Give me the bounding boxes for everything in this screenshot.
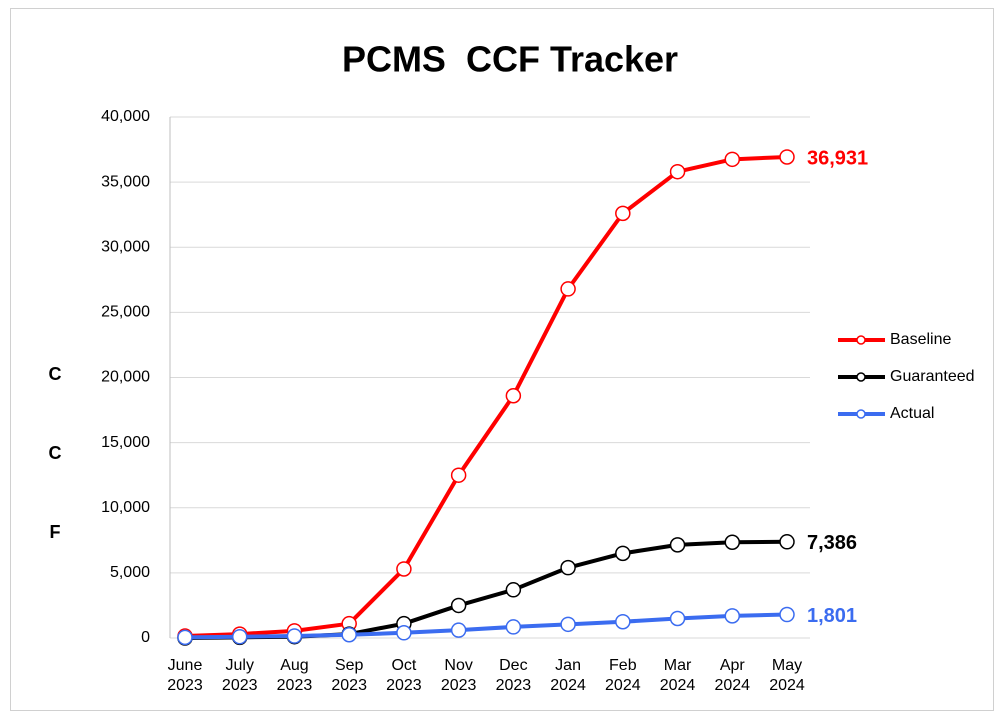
chart-title: PCMS CCF Tracker [342,39,678,80]
data-point [450,597,467,614]
series-line [184,612,788,640]
x-tick-label: Oct 2023 [386,657,422,694]
data-point [669,610,686,627]
y-tick-label: 35,000 [101,173,150,190]
y-tick-label: 15,000 [101,434,150,451]
legend-marker [856,409,866,419]
legend-marker [856,372,866,382]
data-point [177,629,193,646]
data-point [615,545,631,562]
data-point [396,561,412,577]
x-tick-label: Nov 2023 [440,657,477,694]
y-tick-label: 40,000 [101,108,150,125]
data-label: 7,386 [807,532,857,554]
data-point [505,582,522,598]
data-point [779,534,795,550]
x-tick-label: Apr 2024 [714,657,751,694]
data-point [779,606,795,623]
series-line [184,154,788,639]
x-tick-label: July 2023 [221,657,258,694]
data-point [669,537,686,553]
y-tick-label: 0 [141,629,150,646]
data-point [560,616,576,633]
x-tick-label: Sep 2023 [331,657,367,694]
data-label: 36,931 [807,147,868,169]
x-tick-label: Dec 2023 [495,657,532,694]
data-label: 1,801 [807,605,857,627]
legend-label: Actual [890,405,934,422]
data-point [505,387,522,404]
x-tick-label: Feb 2024 [605,657,641,694]
x-tick-label: Aug 2023 [276,657,313,694]
data-point [560,281,576,297]
legend-label: Baseline [890,331,951,348]
x-tick-label: May 2024 [769,657,805,694]
data-point [505,619,522,635]
x-tick-label: June 2023 [167,657,203,694]
data-point [724,608,741,624]
legend-marker [856,335,866,345]
data-point [724,151,741,168]
x-tick-label: Jan 2024 [550,657,586,694]
data-point [341,626,357,643]
data-point [450,622,467,638]
series-line [184,539,788,640]
data-point [231,628,248,645]
data-point [286,628,303,644]
y-axis-label: CCF [48,364,62,542]
data-point [669,163,686,180]
legend-label: Guaranteed [890,368,975,385]
data-point [396,625,412,641]
y-tick-label: 5,000 [110,564,150,581]
data-point [615,205,631,222]
data-point [724,534,741,551]
data-point [779,149,795,165]
y-tick-label: 30,000 [101,238,150,255]
data-point [560,559,576,576]
y-tick-label: 25,000 [101,304,150,321]
y-tick-label: 10,000 [101,499,150,516]
x-tick-label: Mar 2024 [659,657,696,694]
y-tick-label: 20,000 [101,369,150,386]
data-point [615,613,631,630]
data-point [450,467,467,483]
